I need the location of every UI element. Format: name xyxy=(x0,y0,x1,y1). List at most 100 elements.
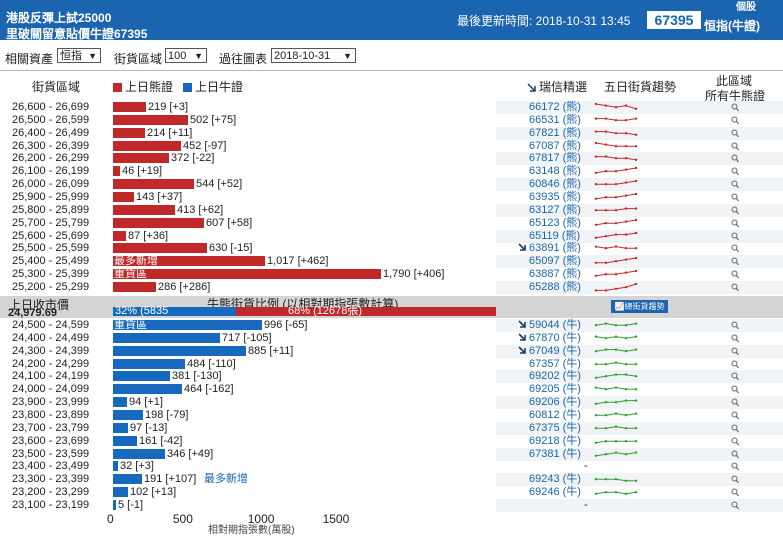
trend-sparkline[interactable] xyxy=(594,191,638,204)
code-box[interactable]: 67395 xyxy=(647,11,701,29)
search-icon[interactable] xyxy=(731,411,739,420)
warrant-code-link[interactable]: 67087 (熊) xyxy=(529,139,581,152)
warrant-code-link[interactable]: 63891 (熊) xyxy=(529,242,581,255)
trend-sparkline[interactable] xyxy=(594,127,638,140)
warrant-code-link[interactable]: 67357 (牛) xyxy=(529,357,581,370)
search-icon[interactable] xyxy=(731,360,739,369)
bear-bar[interactable] xyxy=(113,256,265,267)
bear-bar[interactable] xyxy=(113,269,381,280)
search-icon[interactable] xyxy=(731,475,739,484)
trend-sparkline[interactable] xyxy=(594,473,638,486)
search-icon[interactable] xyxy=(731,321,739,330)
bear-bar[interactable] xyxy=(113,179,194,190)
search-icon[interactable] xyxy=(731,180,739,189)
search-icon[interactable] xyxy=(731,116,739,125)
search-icon[interactable] xyxy=(731,488,739,497)
warrant-code-link[interactable]: 65123 (熊) xyxy=(529,216,581,229)
trend-sparkline[interactable] xyxy=(594,486,638,499)
trend-sparkline[interactable] xyxy=(594,448,638,461)
bull-bar[interactable] xyxy=(113,487,128,498)
bull-bar[interactable] xyxy=(113,409,143,420)
bear-bar[interactable] xyxy=(113,102,146,112)
search-icon[interactable] xyxy=(731,257,739,266)
warrant-code-link[interactable]: 65097 (熊) xyxy=(529,255,581,268)
headline-1[interactable]: 港股反彈上試25000 xyxy=(6,11,112,25)
bull-bar[interactable] xyxy=(113,422,128,433)
bull-bar[interactable] xyxy=(113,474,142,485)
warrant-code-link[interactable]: 69218 (牛) xyxy=(529,434,581,447)
trend-sparkline[interactable] xyxy=(594,319,638,332)
search-icon[interactable] xyxy=(731,219,739,228)
trend-sparkline[interactable] xyxy=(594,358,638,371)
bull-bar[interactable] xyxy=(113,332,220,343)
total-trend-button[interactable]: 📈總街貨趨勢 xyxy=(611,300,668,313)
bear-bar[interactable] xyxy=(113,166,120,177)
trend-sparkline[interactable] xyxy=(594,255,638,268)
trend-sparkline[interactable] xyxy=(594,152,638,165)
bull-bar[interactable] xyxy=(113,358,185,369)
trend-sparkline[interactable] xyxy=(594,165,638,178)
code-type[interactable]: 恒指(牛證) xyxy=(704,19,760,33)
bull-bar[interactable] xyxy=(113,397,127,408)
search-icon[interactable] xyxy=(731,398,739,407)
trend-sparkline[interactable] xyxy=(594,409,638,422)
trend-sparkline[interactable] xyxy=(594,204,638,217)
search-icon[interactable] xyxy=(731,283,739,292)
trend-sparkline[interactable] xyxy=(594,422,638,435)
search-icon[interactable] xyxy=(731,501,739,510)
warrant-code-link[interactable]: 67817 (熊) xyxy=(529,152,581,165)
bull-bar[interactable] xyxy=(113,320,262,330)
search-icon[interactable] xyxy=(731,334,739,343)
search-icon[interactable] xyxy=(731,244,739,253)
trend-sparkline[interactable] xyxy=(594,396,638,409)
bear-bar[interactable] xyxy=(113,153,169,164)
trend-sparkline[interactable] xyxy=(594,230,638,243)
col-ruixin-header[interactable]: 瑞信精選 xyxy=(527,78,587,95)
warrant-code-link[interactable]: 63127 (熊) xyxy=(529,203,581,216)
trend-sparkline[interactable] xyxy=(594,370,638,383)
bull-bar[interactable] xyxy=(113,461,118,472)
bull-bar[interactable] xyxy=(113,499,116,510)
warrant-code-link[interactable]: 67381 (牛) xyxy=(529,447,581,460)
search-icon[interactable] xyxy=(731,129,739,138)
warrant-code-link[interactable]: 60812 (牛) xyxy=(529,408,581,421)
search-icon[interactable] xyxy=(731,372,739,381)
search-icon[interactable] xyxy=(731,450,739,459)
trend-sparkline[interactable] xyxy=(594,101,638,114)
search-icon[interactable] xyxy=(731,193,739,202)
bear-bar[interactable] xyxy=(113,127,145,138)
corner-tag[interactable]: 個股 xyxy=(736,2,756,13)
trend-sparkline[interactable] xyxy=(594,345,638,358)
bull-bar[interactable] xyxy=(113,384,182,395)
warrant-code-link[interactable]: 69205 (牛) xyxy=(529,383,581,396)
trend-sparkline[interactable] xyxy=(594,140,638,153)
trend-sparkline[interactable] xyxy=(594,383,638,396)
warrant-code-link[interactable]: 67375 (牛) xyxy=(529,421,581,434)
warrant-code-link[interactable]: 69206 (牛) xyxy=(529,396,581,409)
warrant-code-link[interactable]: 60846 (熊) xyxy=(529,178,581,191)
bull-bar[interactable] xyxy=(113,371,170,382)
trend-sparkline[interactable] xyxy=(594,268,638,281)
search-icon[interactable] xyxy=(731,270,739,279)
bear-bar[interactable] xyxy=(113,281,156,292)
search-icon[interactable] xyxy=(731,462,739,471)
search-icon[interactable] xyxy=(731,103,739,112)
search-icon[interactable] xyxy=(731,347,739,356)
bear-bar[interactable] xyxy=(113,204,175,215)
bull-bar[interactable] xyxy=(113,435,137,446)
warrant-code-link[interactable]: 63887 (熊) xyxy=(529,268,581,281)
warrant-code-link[interactable]: 65288 (熊) xyxy=(529,280,581,293)
bull-bar[interactable] xyxy=(113,345,246,356)
bear-bar[interactable] xyxy=(113,114,188,125)
warrant-code-link[interactable]: 69246 (牛) xyxy=(529,486,581,499)
asset-select[interactable]: 恒指 ▼ xyxy=(57,48,101,63)
range-select[interactable]: 100 ▼ xyxy=(165,48,207,63)
warrant-code-link[interactable]: 67821 (熊) xyxy=(529,126,581,139)
search-icon[interactable] xyxy=(731,437,739,446)
warrant-code-link[interactable]: 67870 (牛) xyxy=(529,331,581,344)
date-select[interactable]: 2018-10-31 ▼ xyxy=(271,48,356,63)
warrant-code-link[interactable]: 69243 (牛) xyxy=(529,473,581,486)
bear-bar[interactable] xyxy=(113,191,134,202)
bear-bar[interactable] xyxy=(113,140,181,151)
warrant-code-link[interactable]: 65119 (熊) xyxy=(529,229,581,242)
